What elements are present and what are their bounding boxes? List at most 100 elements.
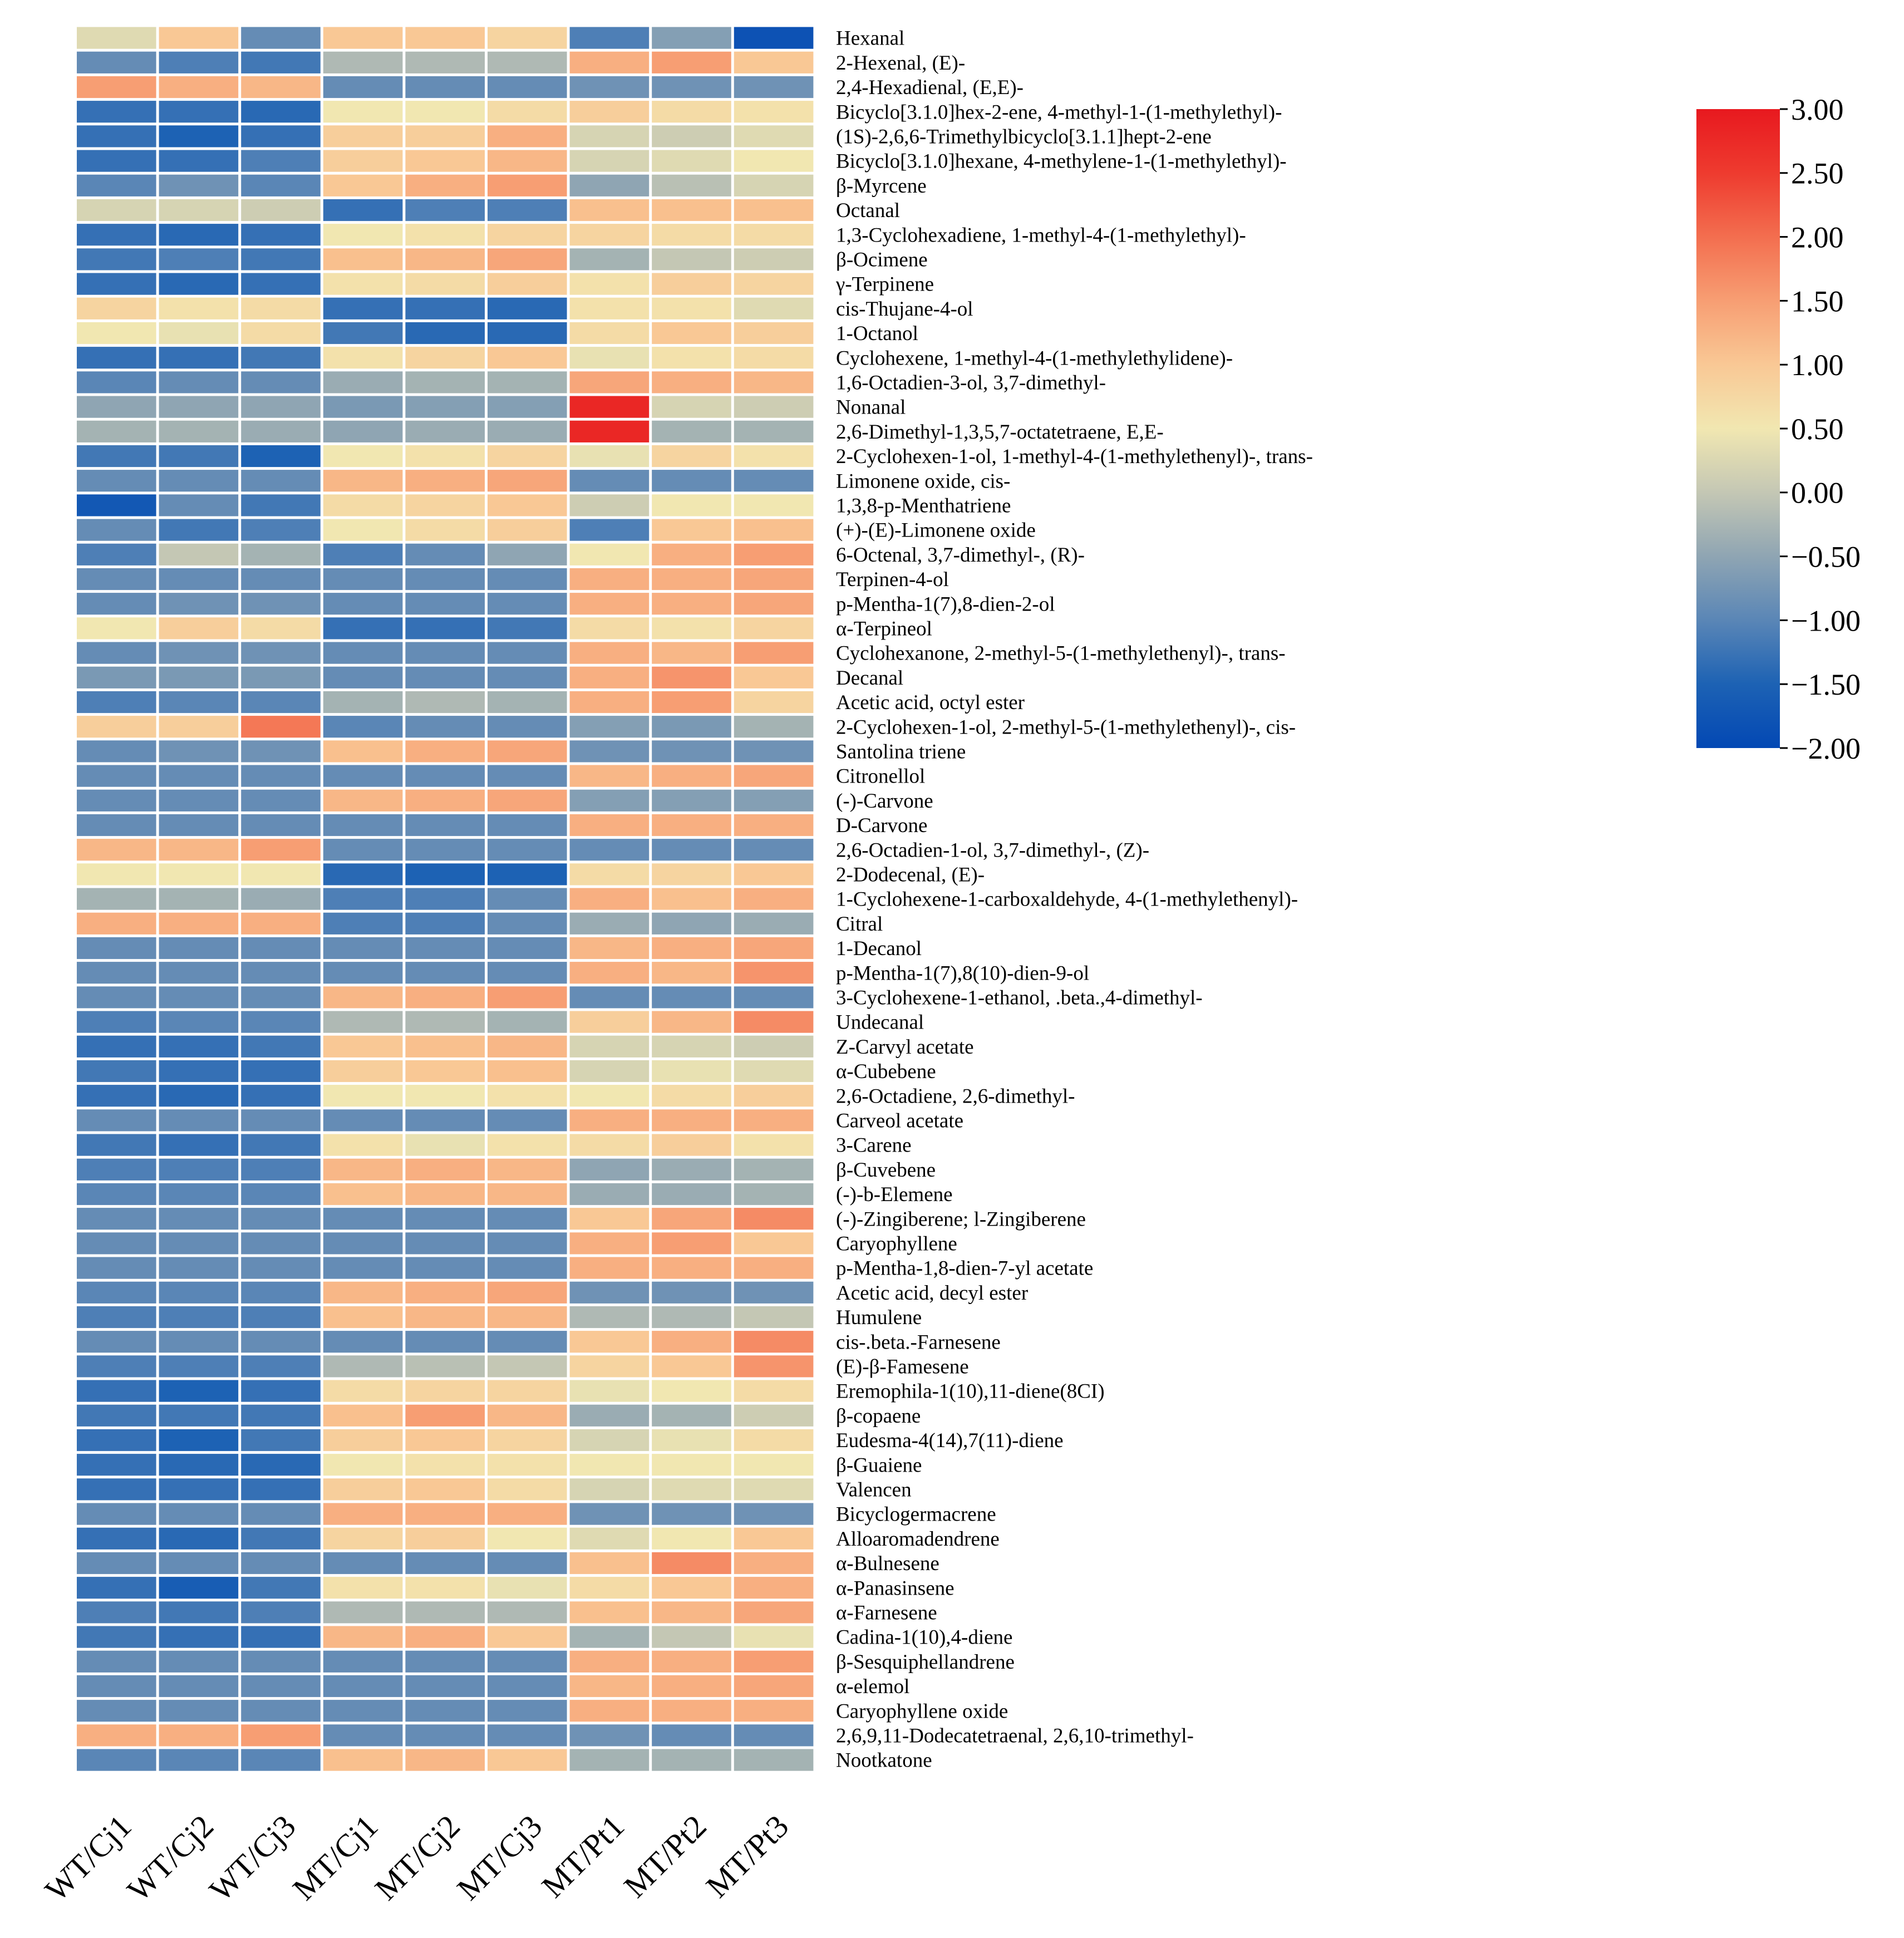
heatmap-cell (652, 543, 731, 565)
column-label: WT/Cj3 (202, 1808, 302, 1908)
heatmap-cell (323, 1158, 403, 1180)
heatmap-cell (323, 1183, 403, 1206)
row-label: α-Farnesene (836, 1602, 937, 1625)
heatmap-cell (734, 1626, 814, 1648)
heatmap-cell (159, 445, 239, 468)
heatmap-cell (405, 51, 485, 73)
heatmap-cell (652, 1306, 731, 1329)
row-label: (E)-β-Famesene (836, 1356, 969, 1379)
heatmap-cell (488, 863, 567, 886)
heatmap-cell (323, 371, 403, 393)
heatmap-cell (77, 691, 156, 714)
heatmap-cell (488, 27, 567, 49)
heatmap-cell (734, 396, 814, 418)
heatmap-cell (323, 51, 403, 73)
heatmap-cell (652, 642, 731, 664)
heatmap-cell (652, 765, 731, 787)
heatmap-cell (323, 740, 403, 763)
row-label: 2,4-Hexadienal, (E,E)- (836, 76, 1024, 99)
row-label: (1S)-2,6,6-Trimethylbicyclo[3.1.1]hept-2… (836, 126, 1212, 149)
heatmap-cell (734, 322, 814, 345)
heatmap-cell (569, 1700, 650, 1722)
row-label: Terpinen-4-ol (836, 568, 949, 591)
heatmap-cell (77, 494, 156, 517)
heatmap-cell (405, 1454, 485, 1476)
colorbar-tick-label: −1.00 (1791, 604, 1861, 637)
row-label: α-Terpineol (836, 618, 932, 641)
row-label: β-Guaiene (836, 1454, 922, 1477)
heatmap-cell (77, 371, 156, 393)
heatmap-cell (569, 347, 650, 369)
heatmap-cell (569, 1158, 650, 1180)
heatmap-cell (323, 666, 403, 688)
heatmap-cell (323, 1355, 403, 1378)
heatmap-cell (488, 494, 567, 517)
heatmap-cell (323, 691, 403, 714)
heatmap-cell (488, 519, 567, 541)
heatmap-cell (652, 174, 731, 196)
heatmap-cell (569, 691, 650, 714)
heatmap-cell (569, 174, 650, 196)
heatmap-cell (405, 888, 485, 910)
heatmap-cell (569, 76, 650, 99)
heatmap-cell (323, 593, 403, 615)
row-label: Octanal (836, 199, 900, 222)
heatmap-cell (734, 1404, 814, 1427)
heatmap-cell (241, 642, 321, 664)
heatmap-cell (488, 1011, 567, 1033)
row-label: β-copaene (836, 1405, 921, 1428)
heatmap-cell (488, 273, 567, 295)
heatmap-cell (77, 765, 156, 787)
heatmap-cell (652, 1257, 731, 1279)
heatmap-cell (488, 666, 567, 688)
heatmap-cell (734, 1700, 814, 1722)
heatmap-cell (159, 1281, 239, 1304)
heatmap-cell (241, 224, 321, 246)
heatmap-cell (323, 839, 403, 861)
heatmap-cell (323, 1650, 403, 1673)
heatmap-cell (488, 1257, 567, 1279)
heatmap-cell (77, 470, 156, 492)
heatmap-cell (569, 1650, 650, 1673)
heatmap-cell (488, 1675, 567, 1698)
heatmap-cell (405, 1429, 485, 1452)
heatmap-cell (488, 1060, 567, 1083)
row-label: 2,6,9,11-Dodecatetraenal, 2,6,10-trimeth… (836, 1725, 1194, 1748)
heatmap-cell (652, 888, 731, 910)
heatmap-cell (159, 1404, 239, 1427)
heatmap-cell (241, 1158, 321, 1180)
heatmap-cell (159, 297, 239, 319)
heatmap-cell (159, 51, 239, 73)
heatmap-cell (488, 937, 567, 960)
heatmap-cell (77, 568, 156, 591)
heatmap-cell (734, 814, 814, 837)
heatmap-cell (77, 1404, 156, 1427)
row-label: p-Mentha-1(7),8(10)-dien-9-ol (836, 962, 1089, 985)
heatmap-cell (488, 174, 567, 196)
heatmap-cell (734, 1011, 814, 1033)
row-label: Citral (836, 913, 883, 936)
heatmap-cell (569, 962, 650, 984)
heatmap-cell (734, 593, 814, 615)
heatmap-cell (241, 125, 321, 147)
heatmap-cell (488, 617, 567, 640)
heatmap-cell (569, 297, 650, 319)
heatmap-cell (405, 1552, 485, 1575)
heatmap-cell (488, 789, 567, 811)
heatmap-cell (734, 1552, 814, 1575)
heatmap-cell (405, 986, 485, 1009)
heatmap-cell (405, 1085, 485, 1107)
heatmap-cell (405, 150, 485, 172)
heatmap-cell (159, 519, 239, 541)
column-label: WT/Cj2 (120, 1808, 220, 1908)
heatmap-cell (734, 51, 814, 73)
heatmap-cell (77, 297, 156, 319)
heatmap-cell (77, 1281, 156, 1304)
heatmap-cell (323, 1306, 403, 1329)
row-label: 1,3,8-p-Menthatriene (836, 495, 1011, 518)
heatmap-cell (569, 1331, 650, 1353)
heatmap-cell (734, 1503, 814, 1525)
heatmap-cell (652, 568, 731, 591)
heatmap-cell (159, 765, 239, 787)
heatmap-cell (569, 494, 650, 517)
